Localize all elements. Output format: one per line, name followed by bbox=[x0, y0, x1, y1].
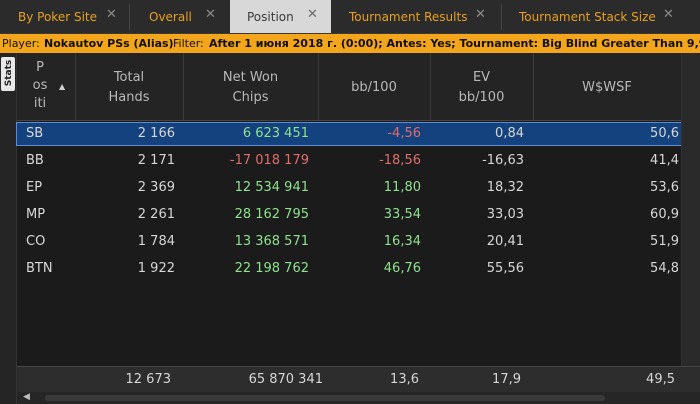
stats-tab[interactable]: Stats bbox=[1, 57, 15, 91]
cell-position: BB bbox=[26, 153, 44, 168]
cell-total-hands: 2 171 bbox=[137, 153, 175, 168]
cell-bb100: 33,54 bbox=[383, 207, 421, 222]
scroll-left-icon[interactable]: ◀ bbox=[23, 392, 30, 402]
table-header: P os iti ▲ Total Hands Net Won Chips bb/… bbox=[17, 53, 681, 121]
column-header-net-won-chips[interactable]: Net Won Chips bbox=[183, 53, 319, 120]
cell-total-hands: 2 261 bbox=[137, 207, 175, 222]
column-header-bb100[interactable]: bb/100 bbox=[318, 53, 431, 120]
tab-label: Position bbox=[247, 10, 294, 24]
scrollbar-thumb[interactable] bbox=[45, 395, 605, 401]
stats-sidebar bbox=[0, 53, 17, 404]
cell-net-won: 28 162 795 bbox=[234, 207, 309, 222]
table-row[interactable]: BTN 1 922 22 198 762 46,76 55,56 54,8 bbox=[17, 258, 681, 280]
cell-bb100: 11,80 bbox=[383, 180, 421, 195]
cell-bb100: -18,56 bbox=[379, 153, 421, 168]
close-icon[interactable]: ✕ bbox=[106, 7, 117, 22]
close-icon[interactable]: ✕ bbox=[205, 7, 216, 22]
cell-total-hands: 2 369 bbox=[137, 180, 175, 195]
cell-ev-bb100: 33,03 bbox=[486, 207, 524, 222]
tab-label: Overall bbox=[149, 10, 192, 24]
column-header-ev-bb100[interactable]: EV bb/100 bbox=[430, 53, 534, 120]
cell-ev-bb100: 55,56 bbox=[486, 261, 524, 276]
cell-position: SB bbox=[26, 126, 44, 141]
cell-position: CO bbox=[26, 234, 46, 249]
cell-wwsf: 53,6 bbox=[650, 180, 679, 195]
cell-wwsf: 54,8 bbox=[650, 261, 679, 276]
tab-label: By Poker Site bbox=[18, 10, 97, 24]
cell-net-won: 13 368 571 bbox=[234, 234, 309, 249]
tab-by-poker-site[interactable]: By Poker Site ✕ bbox=[0, 0, 128, 33]
close-icon[interactable]: ✕ bbox=[307, 7, 318, 22]
cell-wwsf: 50,6 bbox=[650, 126, 679, 141]
total-ev-bb100: 17,9 bbox=[492, 372, 521, 387]
tab-overall[interactable]: Overall ✕ bbox=[130, 0, 229, 33]
close-icon[interactable]: ✕ bbox=[663, 7, 674, 22]
table-row[interactable]: BB 2 171 -17 018 179 -18,56 -16,63 41,4 bbox=[17, 150, 681, 172]
horizontal-scrollbar[interactable]: ◀ bbox=[17, 392, 700, 404]
total-total-hands: 12 673 bbox=[125, 372, 172, 387]
table-row[interactable]: EP 2 369 12 534 941 11,80 18,32 53,6 bbox=[17, 177, 681, 199]
cell-net-won: -17 018 179 bbox=[229, 153, 309, 168]
cell-ev-bb100: -16,63 bbox=[482, 153, 524, 168]
player-value: Nokautov PSs (Alias) bbox=[44, 37, 174, 50]
tab-position[interactable]: Position ✕ bbox=[230, 0, 331, 33]
tab-tournament-stack-size[interactable]: Tournament Stack Size ✕ bbox=[502, 0, 700, 33]
cell-wwsf: 51,9 bbox=[650, 234, 679, 249]
cell-wwsf: 41,4 bbox=[650, 153, 679, 168]
filter-bar: Player: Nokautov PSs (Alias) Filter: Aft… bbox=[0, 34, 700, 53]
cell-total-hands: 2 166 bbox=[137, 126, 175, 141]
table-row[interactable]: SB 2 166 6 623 451 -4,56 0,84 50,6 bbox=[16, 122, 682, 146]
stats-grid: P os iti ▲ Total Hands Net Won Chips bb/… bbox=[16, 53, 700, 404]
filter-label: Filter: bbox=[173, 37, 204, 50]
column-header-wwsf[interactable]: W$WSF bbox=[582, 80, 632, 95]
table-row[interactable]: CO 1 784 13 368 571 16,34 20,41 51,9 bbox=[17, 231, 681, 253]
cell-bb100: 16,34 bbox=[383, 234, 421, 249]
column-header-position[interactable]: P os iti ▲ bbox=[17, 53, 76, 120]
cell-position: EP bbox=[26, 180, 43, 195]
cell-ev-bb100: 0,84 bbox=[495, 126, 524, 141]
tab-tournament-results[interactable]: Tournament Results ✕ bbox=[332, 0, 500, 33]
cell-total-hands: 1 784 bbox=[137, 234, 175, 249]
vertical-scrollbar[interactable] bbox=[681, 53, 700, 366]
cell-ev-bb100: 20,41 bbox=[486, 234, 524, 249]
tab-label: Tournament Stack Size bbox=[519, 10, 656, 24]
total-bb100: 13,6 bbox=[390, 372, 419, 387]
totals-row: 12 673 65 870 341 13,6 17,9 49,5 bbox=[17, 366, 700, 393]
column-header-total-hands[interactable]: Total Hands bbox=[75, 53, 184, 120]
cell-total-hands: 1 922 bbox=[137, 261, 175, 276]
cell-net-won: 6 623 451 bbox=[242, 126, 309, 141]
cell-bb100: -4,56 bbox=[387, 126, 421, 141]
total-net-won: 65 870 341 bbox=[248, 372, 323, 387]
cell-position: MP bbox=[26, 207, 46, 222]
cell-wwsf: 60,9 bbox=[650, 207, 679, 222]
report-tab-bar: By Poker Site ✕ Overall ✕ Position ✕ Tou… bbox=[0, 0, 700, 34]
tab-label: Tournament Results bbox=[349, 10, 468, 24]
cell-bb100: 46,76 bbox=[383, 261, 421, 276]
cell-net-won: 12 534 941 bbox=[234, 180, 309, 195]
close-icon[interactable]: ✕ bbox=[475, 7, 486, 22]
filter-value: After 1 июня 2018 г. (0:00); Antes: Yes;… bbox=[209, 37, 700, 50]
total-wwsf: 49,5 bbox=[646, 372, 675, 387]
table-row[interactable]: MP 2 261 28 162 795 33,54 33,03 60,9 bbox=[17, 204, 681, 226]
player-label: Player: bbox=[2, 37, 40, 50]
cell-ev-bb100: 18,32 bbox=[486, 180, 524, 195]
sort-asc-icon: ▲ bbox=[59, 82, 66, 91]
cell-net-won: 22 198 762 bbox=[234, 261, 309, 276]
cell-position: BTN bbox=[26, 261, 53, 276]
